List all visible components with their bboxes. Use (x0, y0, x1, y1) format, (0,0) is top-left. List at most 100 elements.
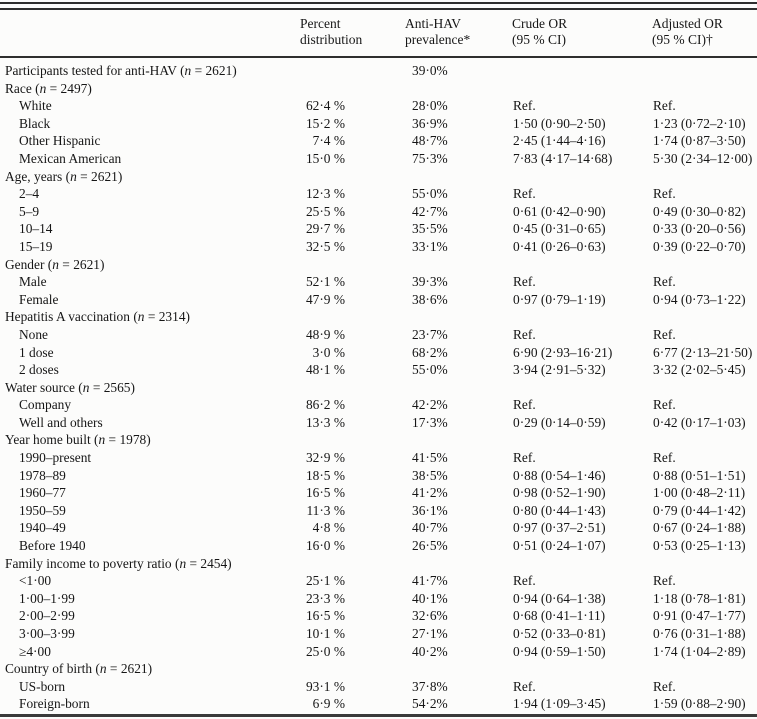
crude-or-cell: Ref. (513, 397, 536, 413)
percent-distribution-cell: 29·7 % (305, 221, 345, 237)
row-label: 1960–77 (19, 485, 66, 501)
adjusted-or-cell (652, 555, 757, 573)
row-label-cell: Other Hispanic (0, 132, 295, 150)
row-label: 5–9 (19, 203, 40, 219)
category-row: 15–19 32·5 % 33·1% 0·41 (0·26–0·63) 0·39 (0·… (0, 238, 757, 256)
category-row: Company 86·2 % 42·2% Ref. Ref. (0, 396, 757, 414)
prevalence-cell: 41·7% (412, 573, 448, 589)
row-label: Age, years (5, 168, 63, 184)
row-label: White (19, 98, 52, 114)
row-label-cell: 15–19 (0, 238, 295, 256)
n-value: 2314 (158, 309, 186, 325)
category-row: 1990–present 32·9 % 41·5% Ref. Ref. (0, 449, 757, 467)
row-label-cell: 3·00–3·99 (0, 625, 295, 643)
sample-size: (n = 2565) (78, 379, 135, 395)
percent-distribution-cell (295, 80, 405, 98)
adjusted-or-cell: Ref. (653, 678, 676, 694)
row-label-cell: 1940–49 (0, 519, 295, 537)
row-label-cell: <1·00 (0, 572, 295, 590)
percent-distribution-cell: 12·3 % (305, 186, 345, 202)
category-row: Male 52·1 % 39·3% Ref. Ref. (0, 273, 757, 291)
crude-or-cell (512, 555, 652, 573)
row-label-cell: 1960–77 (0, 484, 295, 502)
row-label: Hepatitis A vaccination (5, 309, 130, 325)
n-value: 2621 (205, 63, 233, 78)
crude-or-cell: 0·97 (0·79–1·19) (513, 291, 606, 307)
adjusted-or-cell: Ref. (653, 186, 676, 202)
adjusted-or-cell: 0·42 (0·17–1·03) (653, 414, 746, 430)
prevalence-cell: 55·0% (412, 362, 448, 378)
crude-or-cell: Ref. (513, 274, 536, 290)
category-row: 1978–89 18·5 % 38·5% 0·88 (0·54–1·46) 0·88 (… (0, 467, 757, 485)
prevalence-cell: 42·2% (412, 397, 448, 413)
column-header-crude-or: Crude OR (95 % CI) (512, 10, 652, 58)
row-label-cell: 1990–present (0, 449, 295, 467)
percent-distribution-cell: 52·1 % (305, 274, 345, 290)
category-row: Mexican American 15·0 % 75·3% 7·83 (4·17–14… (0, 150, 757, 168)
percent-distribution-cell: 86·2 % (305, 397, 345, 413)
row-label-cell: ≥4·00 (0, 643, 295, 661)
row-label: 2–4 (19, 186, 40, 202)
adjusted-or-cell: 0·88 (0·51–1·51) (653, 467, 746, 483)
prevalence-cell: 41·2% (412, 485, 448, 501)
n-symbol: n (52, 256, 59, 272)
adjusted-or-cell: 1·74 (0·87–3·50) (653, 133, 746, 149)
adjusted-or-cell: Ref. (653, 326, 676, 342)
adjusted-or-cell: 1·23 (0·72–2·10) (653, 115, 746, 131)
adjusted-or-cell: Ref. (653, 274, 676, 290)
crude-or-cell: 0·80 (0·44–1·43) (513, 502, 606, 518)
sample-size: (n = 2621) (65, 168, 123, 184)
percent-distribution-cell: 15·0 % (305, 150, 345, 166)
row-label-cell: Company (0, 396, 295, 414)
crude-or-cell (512, 168, 652, 186)
category-row: 5–9 25·5 % 42·7% 0·61 (0·42–0·90) 0·49 (0·30… (0, 203, 757, 221)
row-label: 1·00–1·99 (19, 590, 75, 606)
n-symbol: n (39, 80, 47, 96)
adjusted-or-cell: 0·53 (0·25–1·13) (653, 538, 746, 554)
percent-distribution-cell: 93·1 % (305, 678, 345, 694)
prevalence-cell: 28·0% (412, 98, 448, 114)
prevalence-cell: 37·8% (412, 678, 448, 694)
percent-distribution-cell: 16·5 % (305, 485, 345, 501)
prevalence-cell: 39·0% (412, 63, 448, 78)
percent-distribution-cell: 25·0 % (305, 643, 345, 659)
row-label: 1950–59 (19, 502, 66, 518)
row-label: Family income to poverty ratio (5, 555, 172, 571)
prevalence-cell: 23·7% (412, 326, 448, 342)
row-label-cell: Mexican American (0, 150, 295, 168)
row-label: Mexican American (19, 150, 122, 166)
percent-distribution-cell: 11·3 % (306, 502, 345, 518)
sample-size: (n = 2621) (47, 256, 105, 272)
row-label-cell: Race (n = 2497) (0, 80, 295, 98)
category-row: 2·00–2·99 16·5 % 32·6% 0·68 (0·41–1·11) 0·91… (0, 607, 757, 625)
percent-distribution-cell: 4·8 % (312, 520, 345, 536)
category-row: Before 1940 16·0 % 26·5% 0·51 (0·24–1·07) 0·… (0, 537, 757, 555)
adjusted-or-cell: 1·74 (1·04–2·89) (653, 643, 746, 659)
adjusted-or-cell: 3·32 (2·02–5·45) (653, 362, 746, 378)
row-label-cell: Family income to poverty ratio (n = 2454… (0, 555, 295, 573)
sample-size: (n = 2621) (180, 63, 237, 78)
row-label-cell: Country of birth (n = 2621) (0, 660, 295, 678)
crude-or-cell: 7·83 (4·17–14·68) (513, 150, 613, 166)
category-row: Well and others 13·3 % 17·3% 0·29 (0·14–0·5… (0, 414, 757, 432)
row-label-cell: 1·00–1·99 (0, 590, 295, 608)
adjusted-or-cell: 0·94 (0·73–1·22) (653, 291, 746, 307)
sample-size: (n = 2621) (95, 661, 153, 677)
crude-or-cell (512, 308, 652, 326)
sample-size: (n = 2314) (133, 309, 190, 325)
column-header-anti-hav-prevalence: Anti-HAV prevalence* (405, 10, 512, 58)
category-row: <1·00 25·1 % 41·7% Ref. Ref. (0, 572, 757, 590)
prevalence-cell: 40·2% (412, 643, 448, 659)
percent-distribution-cell: 62·4 % (305, 98, 345, 114)
row-label: 10–14 (19, 221, 53, 237)
adjusted-or-cell (652, 80, 757, 98)
prevalence-cell: 68·2% (412, 344, 448, 360)
category-row: 2 doses 48·1 % 55·0% 3·94 (2·91–5·32) 3·32 (… (0, 361, 757, 379)
row-label-cell: Year home built (n = 1978) (0, 431, 295, 449)
row-label: Black (19, 115, 51, 131)
percent-distribution-cell (295, 379, 405, 397)
row-label: Male (19, 274, 47, 290)
prevalence-cell (405, 308, 512, 326)
row-label-cell: Male (0, 273, 295, 291)
adjusted-or-cell (652, 431, 757, 449)
